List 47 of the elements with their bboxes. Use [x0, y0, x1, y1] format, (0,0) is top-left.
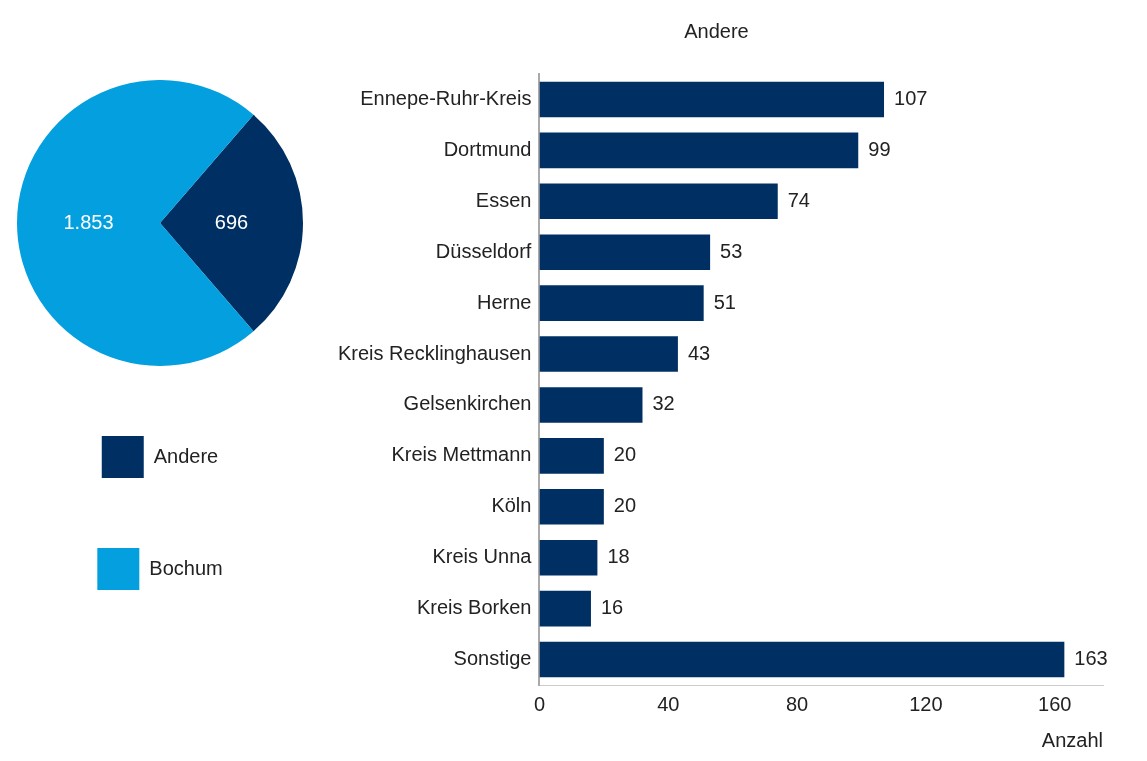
y-tick-label: Herne: [476, 290, 532, 313]
y-tick-label: Ennepe-Ruhr-Kreis: [360, 86, 532, 109]
data-label: 696: [214, 210, 249, 233]
y-tick-label: Kreis Borken: [416, 596, 532, 619]
data-label: 74: [787, 188, 810, 211]
data-label: 20: [613, 443, 637, 466]
y-tick-label: Essen: [475, 188, 532, 211]
bar: [539, 590, 591, 627]
y-tick-label: Kreis Unna: [432, 545, 533, 568]
bar: [539, 488, 604, 525]
bar: [539, 234, 711, 271]
bar: [539, 81, 885, 118]
data-label: 20: [613, 494, 637, 517]
data-label: 1.853: [63, 210, 114, 233]
data-label: 16: [600, 596, 624, 619]
x-tick-label: 120: [909, 692, 943, 715]
data-label: 43: [687, 341, 711, 364]
bar: [539, 539, 598, 576]
bar: [539, 183, 778, 220]
bar: [539, 641, 1065, 678]
bar: [539, 285, 704, 321]
x-tick-label: 80: [785, 692, 809, 715]
x-tick-label: 160: [1038, 692, 1072, 715]
data-label: 51: [713, 290, 736, 313]
y-tick-label: Kreis Recklinghausen: [338, 341, 532, 364]
data-label: 32: [652, 392, 675, 415]
y-tick-label: Sonstige: [453, 647, 532, 670]
y-tick-label: Kreis Mettmann: [391, 443, 532, 466]
data-label: 107: [894, 86, 928, 109]
x-axis-title: Anzahl: [1041, 728, 1103, 751]
data-label: 99: [868, 137, 891, 160]
data-label: 163: [1074, 647, 1108, 670]
x-tick-label: 40: [657, 692, 680, 715]
x-tick-label: 0: [533, 692, 545, 715]
y-tick-label: Düsseldorf: [435, 239, 532, 262]
legend-label: Andere: [153, 444, 219, 467]
y-tick-label: Dortmund: [443, 137, 532, 160]
y-tick-label: Gelsenkirchen: [403, 392, 532, 415]
bar: [539, 132, 859, 169]
bar: [539, 387, 643, 423]
y-tick-label: Köln: [491, 494, 532, 517]
legend-label: Bochum: [149, 556, 223, 579]
bar: [539, 438, 604, 474]
chart-title: Andere: [684, 19, 749, 42]
data-label: 53: [720, 239, 743, 262]
bar: [539, 336, 678, 372]
data-label: 18: [607, 545, 630, 568]
